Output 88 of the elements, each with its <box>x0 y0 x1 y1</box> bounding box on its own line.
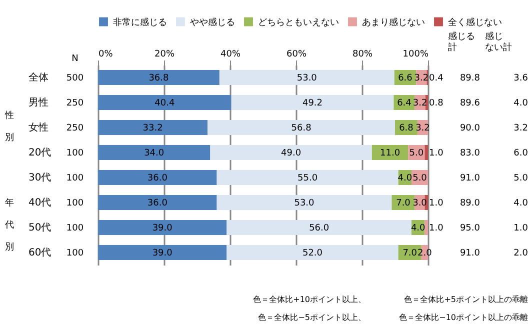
text: 100 <box>66 198 84 208</box>
text: 性別 <box>5 111 14 143</box>
y-tick-label: 男性 <box>28 96 48 108</box>
x-tick-label: 20% <box>154 50 175 60</box>
data-label: 0.8 <box>429 98 444 108</box>
text: 感じない計 <box>485 31 512 53</box>
data-label: 33.2 <box>142 124 163 134</box>
data-label: 4.0 <box>398 174 412 184</box>
y-tick-label: 40代 <box>28 198 52 208</box>
data-label: 36.0 <box>147 198 168 208</box>
text: N <box>72 54 78 64</box>
text: 91.0 <box>460 174 480 184</box>
y-tick-label: 女性 <box>28 122 48 134</box>
text: 250 <box>66 124 84 134</box>
data-label: 36.8 <box>148 74 170 84</box>
text: 100 <box>66 224 84 234</box>
text: 100 <box>66 248 84 258</box>
text: 色＝全体比+5ポイント以上の乖離 <box>404 295 528 304</box>
legend-label: どちらともいえない <box>258 18 339 28</box>
data-label: 40.4 <box>154 98 175 108</box>
x-tick-label: 80% <box>352 50 373 60</box>
data-label: 7.0 <box>402 248 418 258</box>
text: 1.0 <box>514 224 528 234</box>
data-label: 55.0 <box>298 174 318 184</box>
data-label: 3.2 <box>412 98 428 108</box>
data-label: 39.0 <box>152 248 173 258</box>
data-label: 53.0 <box>296 74 318 84</box>
text: 89.0 <box>460 198 480 208</box>
text: 3.6 <box>514 74 528 84</box>
text: 6.0 <box>514 148 528 158</box>
data-label: 56.0 <box>309 224 330 234</box>
y-tick-label: 30代 <box>28 172 52 184</box>
data-label: 6.4 <box>397 98 412 108</box>
x-tick-label: 100% <box>402 50 429 60</box>
data-label: 4.0 <box>410 224 426 234</box>
text: 250 <box>66 98 84 108</box>
text: 100 <box>66 174 84 184</box>
legend-label: 全く感じない <box>448 16 502 28</box>
x-tick-label: 60% <box>286 50 307 60</box>
text: 83.0 <box>460 148 480 158</box>
data-label: 11.0 <box>380 148 400 158</box>
data-label: 1.0 <box>429 148 444 158</box>
text: 色＝全体比−5ポイント以上、 <box>258 313 366 322</box>
data-label: 7.0 <box>396 198 411 208</box>
x-tick-label: 0% <box>98 50 114 60</box>
text: 90.0 <box>460 124 480 134</box>
text: 色＝全体比−10ポイント以上の乖離 <box>399 313 528 322</box>
data-label: 6.6 <box>398 74 413 84</box>
text: 95.0 <box>460 224 480 234</box>
legend-label: あまり感じない <box>362 16 425 28</box>
data-label: 3.2 <box>414 74 429 84</box>
data-label: 3.2 <box>416 124 430 134</box>
data-label: 39.0 <box>152 224 173 234</box>
text: 3.2 <box>514 124 528 134</box>
y-tick-label: 20代 <box>28 148 52 158</box>
data-label: 49.2 <box>302 98 323 108</box>
y-tick-label: 全体 <box>28 72 48 84</box>
x-tick-label: 40% <box>220 50 241 60</box>
text: 4.0 <box>514 198 528 208</box>
legend-label: 非常に感じる <box>113 16 167 28</box>
text: 色＝全体比+10ポイント以上、 <box>253 295 366 304</box>
text: 89.6 <box>460 98 480 108</box>
text: 100 <box>66 148 84 158</box>
data-label: 52.0 <box>302 248 323 258</box>
data-label: 56.8 <box>291 124 312 134</box>
data-label: 5.0 <box>409 148 424 158</box>
data-label: 53.0 <box>294 198 315 208</box>
y-tick-label: 50代 <box>28 222 52 234</box>
text: 500 <box>66 74 84 84</box>
data-label: 1.0 <box>429 224 444 234</box>
text: 5.0 <box>514 174 528 184</box>
data-label: 2.0 <box>418 248 432 258</box>
data-label: 6.8 <box>399 124 414 134</box>
text: 感じる計 <box>448 31 475 53</box>
text: 89.8 <box>460 74 480 84</box>
data-label: 0.4 <box>429 74 444 84</box>
data-label: 34.0 <box>144 148 164 158</box>
data-label: 1.0 <box>429 198 444 208</box>
text: 2.0 <box>514 248 528 258</box>
text: 年代別 <box>5 198 14 252</box>
text: 91.0 <box>460 248 480 258</box>
data-label: 49.0 <box>281 148 302 158</box>
data-label: 3.0 <box>412 198 428 208</box>
legend-label: やや感じる <box>190 16 235 28</box>
data-label: 5.0 <box>412 174 428 184</box>
data-label: 36.0 <box>147 174 168 184</box>
y-tick-label: 60代 <box>28 248 52 258</box>
text: 4.0 <box>514 98 528 108</box>
